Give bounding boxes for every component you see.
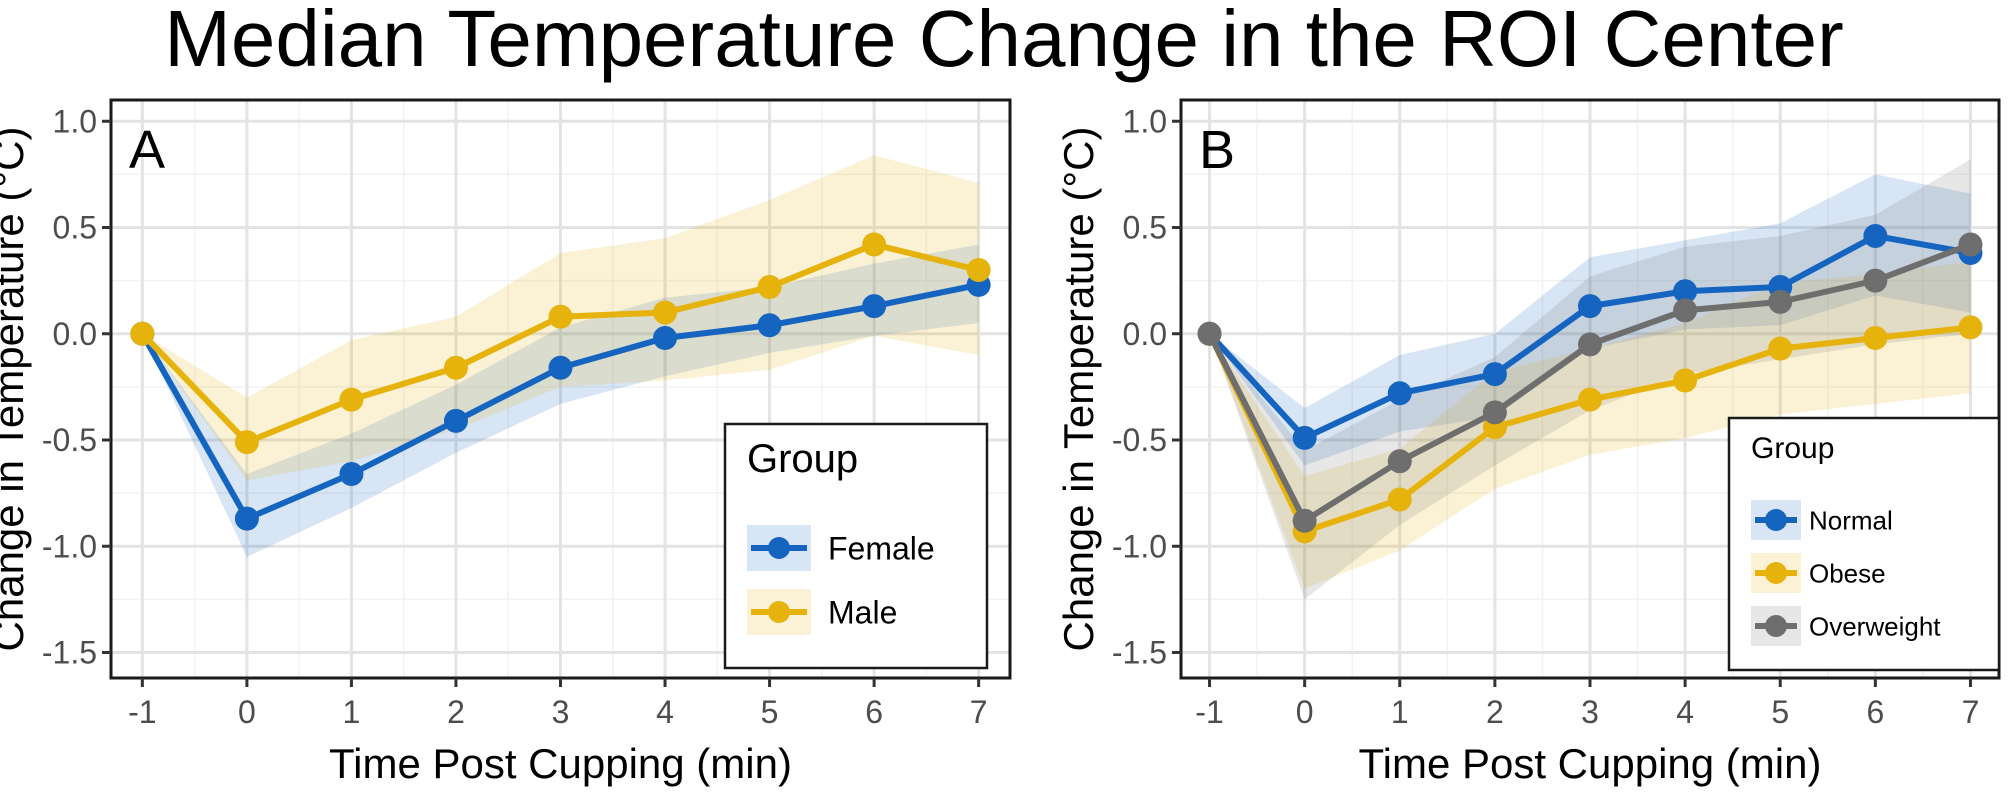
y-tick-label: -1.5 <box>42 635 97 671</box>
data-point-overweight <box>1292 508 1317 533</box>
data-point-obese <box>1673 368 1698 393</box>
data-point-female <box>443 408 468 433</box>
data-point-overweight <box>1387 449 1412 474</box>
y-tick-label: 0.0 <box>1123 316 1167 352</box>
legend-title: Group <box>747 437 858 481</box>
x-tick-label: 3 <box>1581 694 1599 730</box>
data-point-male <box>130 321 155 346</box>
y-tick-label: -0.5 <box>42 422 97 458</box>
data-point-overweight <box>1197 321 1222 346</box>
data-point-obese <box>1958 315 1983 340</box>
data-point-female <box>234 506 259 531</box>
x-tick-label: 5 <box>761 694 779 730</box>
y-tick-label: -0.5 <box>1112 422 1167 458</box>
x-tick-label: 1 <box>343 694 361 730</box>
data-point-overweight <box>1578 332 1602 357</box>
x-tick-label: -1 <box>128 694 156 730</box>
data-point-obese <box>1768 336 1793 361</box>
x-axis-title: Time Post Cupping (min) <box>1359 740 1822 787</box>
data-point-normal <box>1578 294 1602 319</box>
panel-label: B <box>1199 120 1235 180</box>
data-point-female <box>548 355 573 380</box>
x-tick-label: 5 <box>1771 694 1789 730</box>
legend-label-overweight: Overweight <box>1809 611 1941 641</box>
data-point-obese <box>1578 387 1602 412</box>
data-point-female <box>653 326 678 350</box>
x-tick-label: 0 <box>238 694 256 730</box>
data-point-male <box>757 275 782 299</box>
y-tick-label: 0.0 <box>53 316 97 352</box>
x-tick-label: 2 <box>447 694 465 730</box>
data-point-female <box>757 313 782 338</box>
data-point-overweight <box>1958 232 1983 257</box>
data-point-overweight <box>1863 268 1888 293</box>
legend-key-marker-male <box>768 601 790 623</box>
data-point-overweight <box>1768 289 1793 314</box>
data-point-male <box>653 300 678 325</box>
data-point-male <box>234 430 259 455</box>
data-point-male <box>862 232 887 257</box>
y-tick-label: 1.0 <box>1123 103 1167 139</box>
data-point-male <box>339 387 364 412</box>
y-tick-label: 0.5 <box>1123 210 1167 246</box>
panel-a: A -1 0 1 2 3 4 5 6 7 1.0 0.5 0.0 -0.5 -1.0 -1.5 Time Pos… <box>0 98 1012 787</box>
x-tick-label: 7 <box>1962 694 1980 730</box>
x-tick-label: 2 <box>1486 694 1504 730</box>
data-point-female <box>862 294 887 319</box>
data-point-normal <box>1863 224 1888 248</box>
legend: Group Normal Obese Overweight <box>1727 416 2001 672</box>
y-tick-label: -1.0 <box>1112 528 1167 564</box>
data-point-overweight <box>1482 400 1507 425</box>
legend-title: Group <box>1751 432 1834 465</box>
y-tick-label: -1.0 <box>42 528 97 564</box>
legend-label-female: Female <box>828 531 935 567</box>
x-tick-label: 4 <box>1676 694 1694 730</box>
legend-key-marker-normal <box>1765 509 1787 531</box>
legend: Group Female Male <box>723 422 989 670</box>
x-tick-label: 1 <box>1391 694 1409 730</box>
legend-key-marker-overweight <box>1765 615 1787 637</box>
figure-title: Median Temperature Change in the ROI Cen… <box>164 0 1844 83</box>
x-tick-label: 7 <box>970 694 988 730</box>
legend-key-marker-obese <box>1765 562 1787 584</box>
data-point-male <box>966 258 991 282</box>
x-tick-label: 6 <box>865 694 883 730</box>
data-point-normal <box>1482 362 1507 387</box>
y-tick-label: 1.0 <box>53 103 97 139</box>
data-point-normal <box>1387 381 1412 406</box>
x-axis-title: Time Post Cupping (min) <box>329 740 792 787</box>
panel-label: A <box>129 120 165 180</box>
y-axis-title: Change in Temperature (°C) <box>0 127 32 652</box>
data-point-male <box>548 304 573 329</box>
y-tick-label: -1.5 <box>1112 635 1167 671</box>
data-point-obese <box>1863 326 1888 350</box>
x-tick-label: 4 <box>656 694 674 730</box>
legend-label-male: Male <box>828 595 897 631</box>
data-point-overweight <box>1673 298 1698 323</box>
data-point-obese <box>1387 487 1412 512</box>
y-tick-label: 0.5 <box>53 210 97 246</box>
legend-label-obese: Obese <box>1809 558 1886 588</box>
data-point-normal <box>1673 279 1698 304</box>
panel-b: B -1 0 1 2 3 4 5 6 7 1.0 0.5 0.0 -0.5 -1.0 -1.5 Time Pos… <box>1055 98 2001 787</box>
data-point-male <box>443 355 468 380</box>
y-axis-title: Change in Temperature (°C) <box>1055 127 1102 652</box>
data-point-female <box>339 462 364 486</box>
x-tick-label: 0 <box>1296 694 1314 730</box>
x-tick-label: 6 <box>1866 694 1884 730</box>
legend-key-marker-female <box>768 537 790 559</box>
x-tick-label: -1 <box>1195 694 1223 730</box>
x-tick-label: 3 <box>552 694 570 730</box>
legend-label-normal: Normal <box>1809 505 1893 535</box>
data-point-normal <box>1292 425 1317 450</box>
